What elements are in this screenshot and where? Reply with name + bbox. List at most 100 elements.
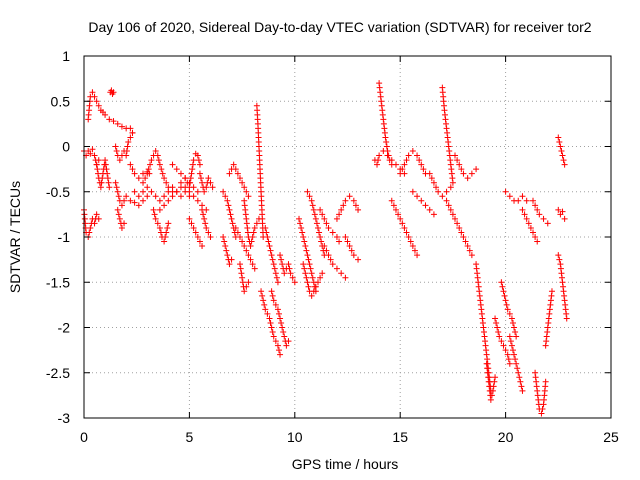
data-point [305, 256, 312, 263]
data-point [245, 279, 252, 286]
series-g7 [519, 206, 541, 245]
data-point [342, 234, 349, 240]
data-point [352, 202, 359, 209]
series-e2 [300, 261, 326, 299]
data-point [491, 378, 498, 385]
data-point [448, 166, 455, 173]
data-point [333, 234, 340, 240]
data-point [114, 206, 121, 213]
series-d2 [220, 234, 235, 268]
y-tick-label: 0 [62, 139, 70, 155]
data-point [485, 374, 492, 381]
y-tick-label: 0.5 [51, 93, 71, 109]
data-point [131, 188, 138, 195]
data-point [325, 224, 332, 231]
data-point [542, 342, 549, 349]
x-tick-label: 5 [186, 429, 194, 445]
data-point [513, 360, 520, 367]
data-point [376, 80, 383, 87]
data-point [87, 150, 94, 157]
data-point [298, 224, 305, 231]
data-point [540, 215, 547, 222]
series-d11 [277, 252, 298, 286]
data-point [532, 374, 539, 381]
data-point [95, 102, 102, 109]
grid-lines [84, 56, 611, 418]
data-point [319, 270, 326, 277]
data-point [159, 170, 166, 177]
data-point [114, 120, 121, 127]
data-point [501, 292, 508, 299]
data-point [129, 129, 136, 136]
data-point [545, 315, 552, 322]
data-point [445, 143, 452, 150]
data-point [460, 170, 467, 177]
series-c5 [196, 170, 216, 195]
series-d9 [268, 288, 292, 349]
data-point [344, 238, 351, 245]
data-point [94, 166, 101, 173]
data-point [388, 157, 395, 164]
data-point [523, 197, 530, 204]
data-point [532, 234, 539, 240]
data-point [102, 111, 109, 118]
data-point [277, 315, 284, 322]
data-point [447, 157, 454, 164]
data-point [498, 338, 505, 345]
data-point [247, 256, 254, 263]
data-point [308, 292, 315, 299]
data-point [161, 193, 168, 200]
data-point [234, 229, 241, 236]
data-point [243, 283, 250, 290]
series-f4 [397, 148, 429, 177]
data-point [532, 202, 539, 209]
data-point [243, 188, 250, 195]
data-point [307, 265, 314, 272]
data-point [135, 202, 142, 209]
data-point [507, 338, 514, 345]
data-point [512, 356, 519, 363]
data-point [229, 220, 236, 227]
data-point [405, 234, 412, 240]
data-point [200, 211, 207, 218]
data-point [416, 157, 423, 164]
data-point [327, 256, 334, 263]
data-point [272, 338, 279, 345]
data-point [152, 193, 159, 200]
data-point [157, 229, 164, 236]
data-point [299, 229, 306, 236]
data-point [462, 238, 469, 245]
data-point [381, 125, 388, 132]
x-tick-label: 20 [498, 429, 514, 445]
data-point [241, 184, 248, 191]
data-point [242, 211, 249, 218]
data-point [236, 175, 243, 182]
data-point [418, 197, 425, 204]
data-point [177, 193, 184, 200]
data-point [547, 301, 554, 308]
data-point [165, 220, 172, 227]
series-h1 [555, 134, 568, 168]
data-point [458, 166, 465, 173]
data-point [483, 360, 490, 367]
data-point [525, 220, 532, 227]
data-point [158, 166, 165, 173]
data-point [539, 405, 546, 412]
data-point [480, 329, 487, 336]
data-point [533, 383, 540, 390]
data-point [443, 197, 450, 204]
data-point [86, 229, 93, 236]
data-point [318, 238, 325, 245]
data-point [325, 252, 332, 259]
data-point [224, 197, 231, 204]
data-point [245, 252, 252, 259]
data-point [239, 279, 246, 286]
data-point [269, 256, 276, 263]
data-point [270, 261, 277, 268]
data-point [95, 215, 102, 222]
data-point [248, 238, 255, 245]
data-point [110, 118, 117, 125]
data-point [302, 270, 309, 277]
data-point [544, 324, 551, 331]
data-point [506, 310, 513, 317]
